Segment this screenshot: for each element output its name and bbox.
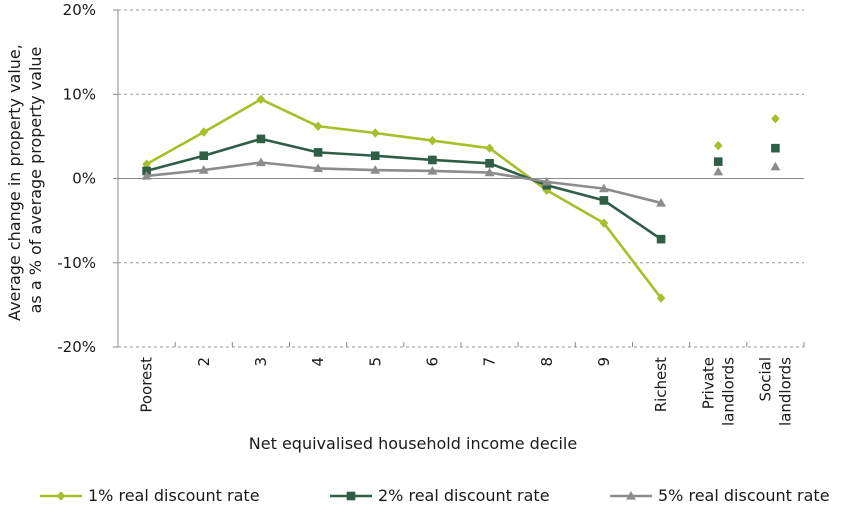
y-axis-title-line-1: Average change in property value, (5, 44, 24, 321)
legend-marker (626, 491, 636, 500)
x-axis-title: Net equivalised household income decile (249, 434, 577, 453)
x-tick-label: 3 (252, 357, 270, 367)
x-tick-label-line: 5 (366, 357, 384, 367)
data-point (771, 143, 780, 153)
x-tick-label-line: Poorest (138, 357, 156, 413)
x-tick-label-line: Richest (652, 357, 670, 412)
data-point (428, 155, 437, 165)
data-point (141, 171, 152, 180)
data-point (142, 166, 151, 176)
legend-item: 2% real discount rate (330, 486, 550, 505)
data-point (542, 185, 552, 196)
data-point (313, 148, 323, 157)
y-axis-title-line-2: as a % of average property value (26, 47, 45, 314)
x-tick-label-line: 3 (252, 357, 270, 367)
x-tick-label-line: 4 (309, 357, 327, 367)
x-tick-label: Social landlords (756, 357, 794, 426)
legend: 1% real discount rate 2% real discount ra… (40, 486, 830, 505)
y-tick-label: 10% (63, 85, 96, 103)
data-point (485, 143, 494, 153)
legend-label: 2% real discount rate (378, 486, 550, 505)
legend-marker (56, 491, 66, 501)
legend-item: 5% real discount rate (610, 486, 830, 505)
x-tick-label-line: landlords (776, 357, 794, 426)
x-tick-label: 5 (366, 357, 384, 367)
x-tick-label: 7 (481, 357, 499, 367)
x-tick-label: Richest (652, 357, 670, 412)
legend-label: 5% real discount rate (658, 486, 830, 505)
legend-item: 1% real discount rate (40, 486, 260, 505)
data-point (256, 134, 266, 144)
x-tick-label-line: Private (699, 357, 717, 409)
data-point (199, 151, 209, 161)
x-tick-label-line: 9 (595, 357, 613, 367)
x-tick-label: Private landlords (699, 357, 737, 426)
x-tick-label-line: 2 (195, 357, 213, 367)
y-tick-label: 20% (63, 1, 96, 19)
y-tick-label: -10% (57, 254, 96, 272)
data-point (770, 161, 781, 171)
x-tick-label: 8 (538, 357, 556, 367)
data-point (255, 157, 266, 167)
x-tick-label: 6 (423, 357, 441, 367)
data-point (370, 165, 381, 174)
x-tick-label: 4 (309, 357, 327, 367)
x-tick-label: 9 (595, 357, 613, 367)
data-point (771, 113, 780, 124)
data-point (656, 197, 667, 207)
data-point (370, 128, 380, 138)
data-point (427, 165, 438, 175)
data-point (599, 196, 609, 205)
series-line (146, 137, 662, 241)
x-tick-label-line: Social (756, 357, 774, 401)
x-tick-label-line: 7 (481, 357, 499, 367)
x-tick-label: Poorest (138, 357, 156, 413)
y-tick-label: 0% (72, 170, 96, 188)
data-point (199, 127, 209, 137)
series-group (141, 94, 781, 303)
data-point (198, 165, 209, 174)
data-point (313, 121, 323, 131)
data-point (142, 159, 151, 169)
x-tick-label-line: landlords (719, 357, 737, 426)
x-axis-ticks: Poorest 2 3 4 5 6 7 8 9 Richest Private landlords So… (117, 342, 805, 426)
axes (117, 10, 804, 347)
data-point (428, 135, 437, 146)
data-point (713, 140, 723, 151)
data-point (541, 176, 552, 186)
legend-marker (346, 491, 356, 501)
data-point (484, 167, 495, 177)
data-point (656, 234, 666, 244)
x-tick-label-line: 8 (538, 357, 556, 367)
data-point (656, 293, 666, 303)
data-point (598, 183, 609, 193)
y-tick-label: -20% (57, 338, 96, 356)
data-point (256, 94, 266, 105)
x-tick-label-line: 6 (423, 357, 441, 367)
data-point (713, 157, 723, 166)
data-point (313, 163, 324, 173)
x-tick-label: 2 (195, 357, 213, 367)
series-line (145, 98, 663, 299)
data-point (599, 218, 609, 228)
data-point (485, 159, 494, 168)
legend-label: 1% real discount rate (88, 486, 260, 505)
y-axis-ticks: -20% -10% 0% 10% 20% (57, 1, 118, 356)
data-point (370, 151, 380, 161)
y-axis-title: Average change in property value, as a %… (5, 39, 45, 321)
data-point (713, 166, 724, 176)
series-line (146, 161, 662, 205)
